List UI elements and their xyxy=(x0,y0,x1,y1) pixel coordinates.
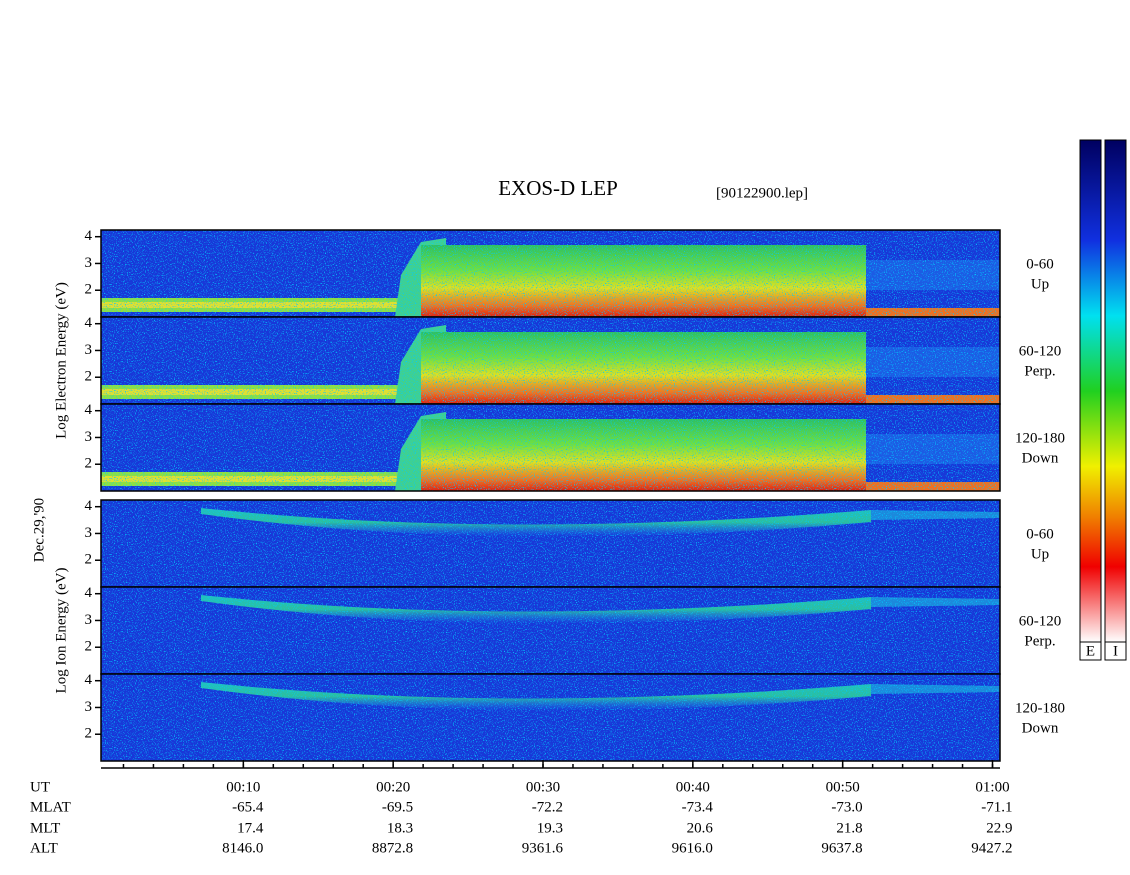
spectrogram-panel xyxy=(101,317,1000,404)
colorbar-label: E xyxy=(1086,643,1095,659)
panel-label: 120-180 xyxy=(1015,430,1065,446)
ephemeris-value: 22.9 xyxy=(986,820,1012,836)
y-tick-label: 4 xyxy=(85,228,93,244)
y-tick-label: 2 xyxy=(85,639,93,655)
panel-frame xyxy=(100,403,1001,492)
y-tick-label: 3 xyxy=(85,342,93,358)
ephemeris-value: 18.3 xyxy=(387,820,413,836)
y-tick-label: 4 xyxy=(85,315,93,331)
y-tick-label: 4 xyxy=(85,585,93,601)
chart-title: EXOS-D LEP xyxy=(498,176,618,200)
panel-label: 60-120 xyxy=(1019,613,1062,629)
y-tick-label: 2 xyxy=(85,726,93,742)
ephemeris-value: -73.4 xyxy=(682,799,714,815)
panel-label: 120-180 xyxy=(1015,700,1065,716)
y-tick-label: 3 xyxy=(85,429,93,445)
x-tick-label: 01:00 xyxy=(975,779,1009,795)
ephemeris-value: 21.8 xyxy=(836,820,862,836)
spectrogram-panel xyxy=(101,587,1000,674)
panel-label: 0-60 xyxy=(1026,256,1054,272)
row-label: ALT xyxy=(30,840,58,856)
ephemeris-value: 20.6 xyxy=(687,820,714,836)
spectrogram-panel xyxy=(101,674,1000,761)
spectrogram-panel xyxy=(101,230,1000,317)
panel-label: Perp. xyxy=(1024,363,1055,379)
ephemeris-value: -65.4 xyxy=(232,799,264,815)
panel-label: Up xyxy=(1031,546,1049,562)
y-tick-label: 3 xyxy=(85,699,93,715)
y-tick-label: 4 xyxy=(85,498,93,514)
chart-subtitle: [90122900.lep] xyxy=(716,185,808,201)
x-tick-label: 00:30 xyxy=(526,779,560,795)
ephemeris-value: 9361.6 xyxy=(522,840,564,856)
ephemeris-value: 8146.0 xyxy=(222,840,263,856)
ephemeris-value: -71.1 xyxy=(981,799,1012,815)
panel-frame xyxy=(100,673,1001,762)
spectrogram-panel xyxy=(101,500,1000,587)
spectrogram-panel xyxy=(101,404,1000,491)
y-tick-label: 3 xyxy=(85,525,93,541)
ephemeris-value: -73.0 xyxy=(831,799,862,815)
x-tick-label: 00:40 xyxy=(676,779,710,795)
y-axis-label: Log Electron Energy (eV) xyxy=(53,282,69,439)
x-tick-label: 00:50 xyxy=(826,779,860,795)
panel-label: Down xyxy=(1022,720,1059,736)
y-tick-label: 3 xyxy=(85,255,93,271)
row-label: UT xyxy=(30,779,50,795)
colorbar-label-box xyxy=(1079,641,1102,661)
colorbar-label: I xyxy=(1113,643,1118,659)
ephemeris-value: 8872.8 xyxy=(372,840,413,856)
ephemeris-value: 19.3 xyxy=(537,820,563,836)
ephemeris-value: -69.5 xyxy=(382,799,413,815)
y-axis-label: Log Ion Energy (eV) xyxy=(53,568,69,694)
panel-label: Up xyxy=(1031,276,1049,292)
x-tick-label: 00:20 xyxy=(376,779,410,795)
ephemeris-value: 17.4 xyxy=(237,820,264,836)
ephemeris-value: 9637.8 xyxy=(821,840,862,856)
y-tick-label: 2 xyxy=(85,282,93,298)
colorbar xyxy=(1104,139,1127,643)
y-tick-label: 2 xyxy=(85,552,93,568)
colorbar xyxy=(1079,139,1102,643)
ephemeris-value: 9427.2 xyxy=(971,840,1012,856)
y-tick-label: 4 xyxy=(85,672,93,688)
panel-label: Perp. xyxy=(1024,633,1055,649)
row-label: MLAT xyxy=(30,799,71,815)
panel-label: 60-120 xyxy=(1019,343,1062,359)
row-label: MLT xyxy=(30,820,60,836)
ephemeris-value: 9616.0 xyxy=(672,840,713,856)
y-tick-label: 2 xyxy=(85,456,93,472)
y-tick-label: 3 xyxy=(85,612,93,628)
panel-label: Down xyxy=(1022,450,1059,466)
date-label: Dec.29,'90 xyxy=(31,498,47,562)
y-tick-label: 2 xyxy=(85,369,93,385)
ephemeris-value: -72.2 xyxy=(532,799,563,815)
y-tick-label: 4 xyxy=(85,402,93,418)
colorbar-label-box xyxy=(1104,641,1127,661)
panel-label: 0-60 xyxy=(1026,526,1054,542)
x-tick-label: 00:10 xyxy=(226,779,260,795)
